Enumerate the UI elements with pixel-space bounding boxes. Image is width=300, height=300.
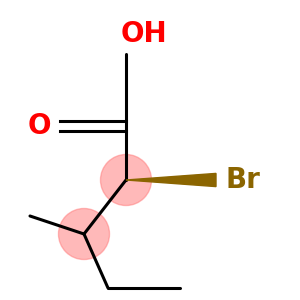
Text: O: O — [28, 112, 51, 140]
Circle shape — [100, 154, 152, 206]
Circle shape — [58, 208, 110, 260]
Polygon shape — [126, 173, 216, 187]
Text: OH: OH — [121, 20, 167, 48]
Text: Br: Br — [225, 166, 260, 194]
